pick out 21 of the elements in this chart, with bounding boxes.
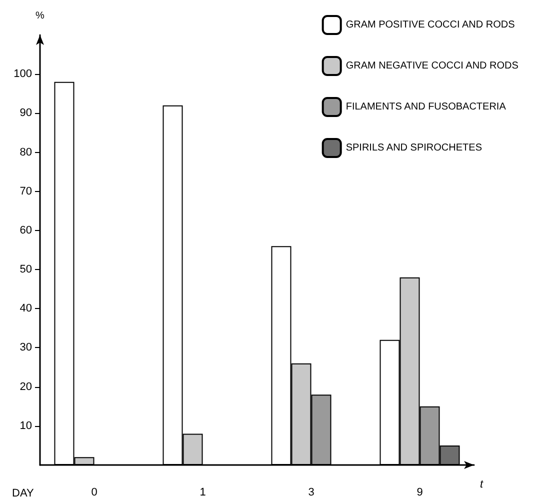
x-tick-label: 0 xyxy=(91,486,98,498)
y-tick-label: 90 xyxy=(20,107,32,120)
y-tick-label: 100 xyxy=(14,68,32,80)
y-tick-label: 60 xyxy=(20,224,32,236)
y-tick-label: 80 xyxy=(20,146,32,158)
y-tick-label: 40 xyxy=(20,302,32,315)
y-tick-label: 70 xyxy=(20,185,32,198)
legend-label: GRAM NEGATIVE COCCI AND RODS xyxy=(346,60,519,72)
y-tick-label: 30 xyxy=(20,342,32,354)
x-tick-label: 9 xyxy=(416,486,423,498)
x-axis-title: t xyxy=(480,478,484,490)
text: DAY xyxy=(12,488,34,500)
x-tick-label: 1 xyxy=(200,486,206,498)
legend-label: GRAM POSITIVE COCCI AND RODS xyxy=(346,20,516,30)
y-tick-label: 20 xyxy=(20,380,32,393)
legend-label: SPIRILS AND SPIROCHETES xyxy=(346,142,482,154)
x-tick-label: 3 xyxy=(308,486,314,498)
y-tick-label: 50 xyxy=(20,264,32,276)
y-axis-title: % xyxy=(36,10,45,22)
y-tick-label: 10 xyxy=(20,420,32,432)
legend-label: FILAMENTS AND FUSOBACTERIA xyxy=(346,102,506,112)
